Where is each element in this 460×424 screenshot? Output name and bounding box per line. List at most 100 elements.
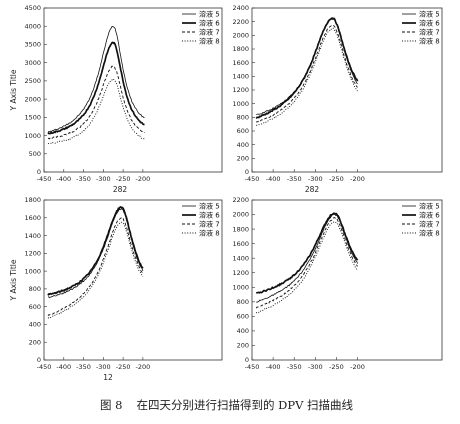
y-tick-label: 1000 [232, 100, 249, 108]
chart-panel-1: 0 500 1000 1500 2000 2500 3000 3500 4000 4500 -450… [9, 4, 223, 194]
y-tick-label: 0 [245, 356, 249, 364]
x-tick-label: -450 [37, 363, 52, 371]
x-tick-label: -250 [116, 175, 131, 183]
legend-label: 溶液 8 [199, 229, 220, 238]
x-tick-label: -350 [76, 363, 91, 371]
x-tick-label: -300 [96, 175, 111, 183]
y-tick-label: 1200 [24, 250, 41, 258]
y-tick-label: 400 [237, 141, 249, 149]
x-tick-label: -400 [56, 175, 71, 183]
y-tick-label: 1200 [232, 269, 249, 277]
y-tick-label: 4000 [24, 22, 41, 30]
x-tick-label: -350 [76, 175, 91, 183]
x-tick-label: -350 [287, 363, 302, 371]
x-tick-label: -300 [96, 363, 111, 371]
y-axis-label: Y Axis Title [9, 69, 18, 111]
series-line [256, 17, 358, 115]
x-tick-label: -400 [266, 175, 281, 183]
y-tick-label: 1600 [24, 214, 41, 222]
y-tick-label: 200 [29, 338, 41, 346]
legend-label: 溶液 8 [419, 229, 440, 238]
figure-caption-text: 在四天分别进行扫描得到的 DPV 扫描曲线 [136, 398, 354, 412]
y-tick-label: 1400 [24, 232, 41, 240]
y-tick-label: 2000 [232, 32, 249, 40]
y-tick-label: 1800 [232, 225, 249, 233]
legend-label: 溶液 6 [199, 211, 220, 220]
series-line [47, 206, 144, 296]
y-tick-label: 600 [237, 127, 249, 135]
panel-below-label: 12 [103, 373, 113, 382]
series-line [255, 221, 358, 314]
legend-label: 溶液 8 [199, 37, 220, 46]
x-tick-label: -350 [287, 175, 302, 183]
y-tick-label: 1000 [24, 132, 41, 140]
series-line [255, 17, 359, 119]
y-tick-label: 1400 [232, 254, 249, 262]
x-tick-label: -450 [245, 175, 260, 183]
y-tick-label: 1600 [232, 59, 249, 67]
y-tick-label: 2400 [232, 4, 249, 12]
y-tick-label: 400 [29, 321, 41, 329]
series-line [47, 221, 144, 319]
y-tick-label: 1000 [24, 267, 41, 275]
legend-label: 溶液 7 [419, 220, 440, 229]
legend-label: 溶液 7 [419, 28, 440, 37]
chart-panel-2: 0 200 400 600 800 1000 1200 1400 1600 1800 2000 220… [232, 4, 443, 194]
legend-label: 溶液 5 [199, 10, 220, 19]
y-tick-label: 800 [237, 114, 249, 122]
y-tick-label: 1800 [232, 45, 249, 53]
x-tick-label: -450 [37, 175, 52, 183]
y-tick-label: 600 [29, 303, 41, 311]
y-tick-label: 200 [237, 155, 249, 163]
x-tick-label: -250 [116, 363, 131, 371]
x-tick-label: -400 [56, 363, 71, 371]
x-tick-label: -200 [136, 175, 151, 183]
legend-label: 溶液 6 [419, 19, 440, 28]
legend-label: 溶液 6 [199, 19, 220, 28]
y-tick-label: 800 [237, 298, 249, 306]
series-line [255, 217, 358, 309]
y-tick-label: 1000 [232, 283, 249, 291]
y-tick-label: 800 [29, 285, 41, 293]
panel-below-label: 282 [305, 185, 320, 194]
x-tick-label: -200 [350, 175, 365, 183]
y-tick-label: 2000 [232, 211, 249, 219]
y-tick-label: 1400 [232, 73, 249, 81]
x-tick-label: -300 [308, 363, 323, 371]
panel-below-label: 282 [113, 185, 128, 194]
series-line [47, 26, 145, 133]
series-line [255, 212, 359, 294]
x-tick-label: -250 [329, 175, 344, 183]
x-tick-label: -450 [245, 363, 260, 371]
y-tick-label: 2000 [24, 95, 41, 103]
legend-label: 溶液 5 [419, 202, 440, 211]
series-line [255, 24, 358, 123]
figure-caption: 图 8 在四天分别进行扫描得到的 DPV 扫描曲线 [100, 397, 367, 413]
plot-frame [43, 199, 223, 361]
series-line [256, 27, 358, 126]
y-tick-label: 2200 [232, 196, 249, 204]
y-tick-label: 600 [237, 313, 249, 321]
x-tick-label: -200 [136, 363, 151, 371]
series-line [47, 78, 145, 145]
y-tick-label: 0 [37, 356, 41, 364]
legend-label: 溶液 7 [199, 220, 220, 229]
chart-panel-4: 0 200 400 600 800 1000 1200 1400 1600 1800 2000 220… [232, 196, 443, 371]
series-line [47, 216, 144, 316]
y-tick-label: 3000 [24, 59, 41, 67]
y-tick-label: 500 [29, 150, 41, 158]
x-tick-label: -250 [329, 363, 344, 371]
y-tick-label: 1600 [232, 240, 249, 248]
plot-frame [251, 7, 443, 173]
y-tick-label: 3500 [24, 41, 41, 49]
y-tick-label: 1800 [24, 196, 41, 204]
series-line [47, 41, 145, 135]
legend-label: 溶液 8 [419, 37, 440, 46]
y-tick-label: 2500 [24, 77, 41, 85]
figure-label: 图 8 [100, 398, 123, 412]
y-tick-label: 1200 [232, 86, 249, 94]
y-tick-label: 2200 [232, 18, 249, 26]
y-tick-label: 400 [237, 327, 249, 335]
series-line [47, 65, 145, 140]
legend-label: 溶液 5 [199, 202, 220, 211]
